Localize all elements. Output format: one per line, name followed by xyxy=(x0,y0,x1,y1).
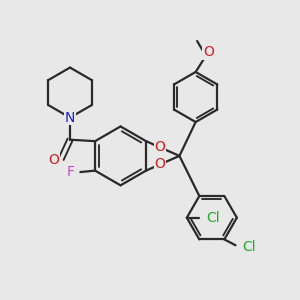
Text: Cl: Cl xyxy=(243,240,256,254)
Text: O: O xyxy=(154,140,166,154)
Text: O: O xyxy=(203,45,214,59)
Text: O: O xyxy=(48,153,59,167)
Text: N: N xyxy=(65,111,75,124)
Text: F: F xyxy=(66,165,74,179)
Text: Cl: Cl xyxy=(206,211,220,225)
Text: O: O xyxy=(154,158,166,171)
